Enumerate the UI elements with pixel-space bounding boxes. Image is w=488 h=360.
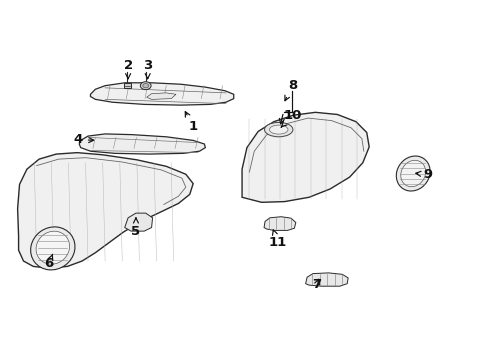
Polygon shape <box>305 273 347 286</box>
Ellipse shape <box>31 227 75 270</box>
Text: 9: 9 <box>415 168 431 181</box>
Polygon shape <box>90 83 233 105</box>
Ellipse shape <box>36 231 69 264</box>
Polygon shape <box>264 217 295 230</box>
Ellipse shape <box>264 122 292 137</box>
Text: 6: 6 <box>44 254 53 270</box>
Text: 1: 1 <box>185 112 197 133</box>
Ellipse shape <box>269 125 287 134</box>
Text: 2: 2 <box>123 59 132 78</box>
Circle shape <box>140 82 151 90</box>
Polygon shape <box>124 213 152 231</box>
Circle shape <box>142 84 148 88</box>
Text: 7: 7 <box>312 278 321 291</box>
Text: 5: 5 <box>131 218 140 238</box>
Polygon shape <box>79 134 205 154</box>
Text: 3: 3 <box>143 59 152 78</box>
Polygon shape <box>146 93 176 99</box>
Bar <box>123 83 130 88</box>
Text: 11: 11 <box>268 230 286 249</box>
Text: 10: 10 <box>281 109 301 127</box>
Ellipse shape <box>400 160 425 187</box>
Polygon shape <box>242 112 368 202</box>
Polygon shape <box>18 153 193 268</box>
Ellipse shape <box>395 156 429 191</box>
Text: 4: 4 <box>74 133 94 146</box>
Text: 8: 8 <box>285 79 296 101</box>
